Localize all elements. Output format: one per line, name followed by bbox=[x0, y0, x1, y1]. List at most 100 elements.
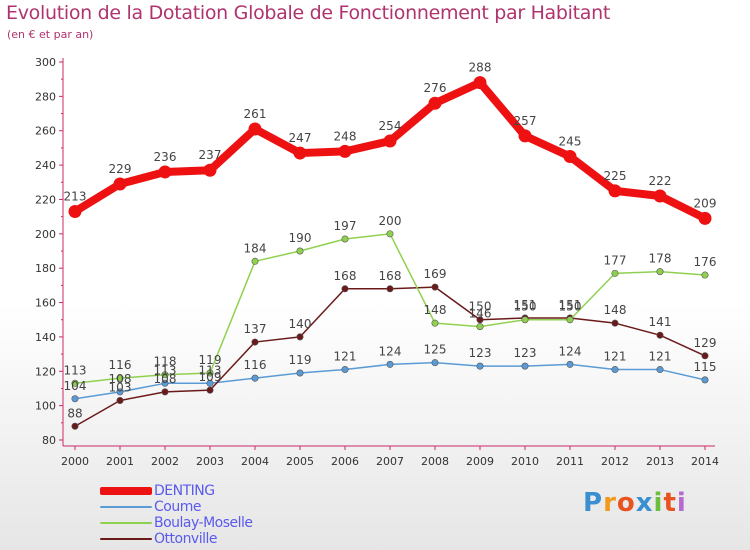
x-tick-label: 2006 bbox=[331, 455, 359, 468]
y-tick-label: 240 bbox=[35, 159, 56, 172]
data-label: 124 bbox=[559, 344, 582, 358]
legend-swatch bbox=[100, 506, 152, 508]
data-point-denting bbox=[383, 134, 397, 148]
data-point-ottonville bbox=[431, 283, 439, 291]
proxiti-logo: Proxiti bbox=[583, 488, 687, 518]
data-point-coume bbox=[386, 360, 394, 368]
data-label: 140 bbox=[289, 317, 312, 331]
data-point-denting bbox=[518, 129, 532, 143]
data-point-ottonville bbox=[116, 396, 124, 404]
data-label: 119 bbox=[289, 353, 312, 367]
data-label: 222 bbox=[649, 174, 672, 188]
data-point-coume bbox=[161, 379, 169, 387]
chart-legend: DENTING Coume Boulay-Moselle Ottonville bbox=[100, 483, 360, 547]
data-point-denting bbox=[653, 189, 667, 203]
data-point-coume bbox=[116, 388, 124, 396]
x-tick-label: 2013 bbox=[646, 455, 674, 468]
data-point-boulay-moselle bbox=[116, 374, 124, 382]
y-tick-label: 120 bbox=[35, 365, 56, 378]
data-point-ottonville bbox=[296, 333, 304, 341]
legend-label: Ottonville bbox=[154, 531, 218, 547]
data-label: 184 bbox=[244, 241, 267, 255]
data-label: 247 bbox=[289, 131, 312, 145]
y-tick-label: 160 bbox=[35, 297, 56, 310]
legend-item: Boulay-Moselle bbox=[100, 515, 360, 531]
chart-subtitle: (en € et par an) bbox=[7, 28, 94, 41]
data-label: 236 bbox=[154, 150, 177, 164]
data-point-denting bbox=[68, 204, 82, 218]
data-point-ottonville bbox=[341, 285, 349, 293]
data-point-coume bbox=[521, 362, 529, 370]
data-label: 103 bbox=[109, 380, 132, 394]
data-label: 121 bbox=[334, 350, 357, 364]
data-point-boulay-moselle bbox=[521, 316, 529, 324]
data-point-coume bbox=[341, 366, 349, 374]
data-point-boulay-moselle bbox=[341, 235, 349, 243]
data-label: 151 bbox=[514, 298, 537, 312]
data-label: 276 bbox=[424, 81, 447, 95]
data-label: 257 bbox=[514, 114, 537, 128]
data-point-boulay-moselle bbox=[566, 316, 574, 324]
data-label: 125 bbox=[424, 343, 447, 357]
x-tick-label: 2003 bbox=[196, 455, 224, 468]
x-tick-label: 2004 bbox=[241, 455, 269, 468]
data-label: 129 bbox=[694, 336, 717, 350]
y-tick-label: 100 bbox=[35, 400, 56, 413]
data-point-denting bbox=[563, 150, 577, 163]
data-point-denting bbox=[473, 76, 487, 90]
data-point-ottonville bbox=[206, 386, 214, 394]
x-tick-label: 2014 bbox=[691, 455, 719, 468]
legend-swatch bbox=[100, 522, 152, 524]
x-tick-label: 2001 bbox=[106, 455, 134, 468]
data-point-ottonville bbox=[476, 316, 484, 324]
data-label: 168 bbox=[379, 269, 402, 283]
data-label: 261 bbox=[244, 107, 267, 121]
data-point-denting bbox=[428, 96, 442, 110]
data-point-ottonville bbox=[161, 388, 169, 396]
data-label: 169 bbox=[424, 267, 447, 281]
data-point-boulay-moselle bbox=[296, 247, 304, 255]
data-point-ottonville bbox=[656, 331, 664, 339]
data-point-denting bbox=[158, 165, 172, 179]
y-tick-label: 200 bbox=[35, 228, 56, 241]
x-tick-label: 2008 bbox=[421, 455, 449, 468]
data-point-ottonville bbox=[386, 285, 394, 293]
data-point-denting bbox=[113, 177, 127, 191]
data-label: 190 bbox=[289, 231, 312, 245]
data-label: 148 bbox=[604, 303, 627, 317]
x-tick-label: 2009 bbox=[466, 455, 494, 468]
data-label: 108 bbox=[154, 372, 177, 386]
data-label: 209 bbox=[694, 196, 717, 210]
y-tick-label: 140 bbox=[35, 331, 56, 344]
data-label: 225 bbox=[604, 169, 627, 183]
data-label: 213 bbox=[64, 189, 87, 203]
data-label: 116 bbox=[244, 358, 267, 372]
data-label: 237 bbox=[199, 148, 222, 162]
data-point-ottonville bbox=[71, 422, 79, 430]
data-point-coume bbox=[431, 359, 439, 367]
data-point-boulay-moselle bbox=[161, 371, 169, 379]
data-point-denting bbox=[203, 163, 217, 177]
data-label: 116 bbox=[109, 358, 132, 372]
data-label: 177 bbox=[604, 253, 627, 267]
data-point-coume bbox=[656, 366, 664, 374]
data-label: 104 bbox=[64, 379, 87, 393]
data-point-coume bbox=[611, 366, 619, 374]
data-point-coume bbox=[701, 376, 709, 384]
data-point-denting bbox=[293, 146, 307, 160]
data-point-coume bbox=[296, 369, 304, 377]
data-label: 113 bbox=[154, 363, 177, 377]
y-tick-label: 300 bbox=[35, 56, 56, 69]
data-label: 121 bbox=[604, 350, 627, 364]
data-point-denting bbox=[608, 184, 622, 198]
x-tick-label: 2005 bbox=[286, 455, 314, 468]
data-point-denting bbox=[338, 144, 352, 158]
y-tick-label: 80 bbox=[42, 434, 56, 447]
data-label: 151 bbox=[559, 298, 582, 312]
data-label: 200 bbox=[379, 214, 402, 228]
data-point-denting bbox=[248, 122, 262, 136]
legend-swatch bbox=[100, 487, 152, 495]
data-label: 229 bbox=[109, 162, 132, 176]
data-label: 113 bbox=[199, 363, 222, 377]
